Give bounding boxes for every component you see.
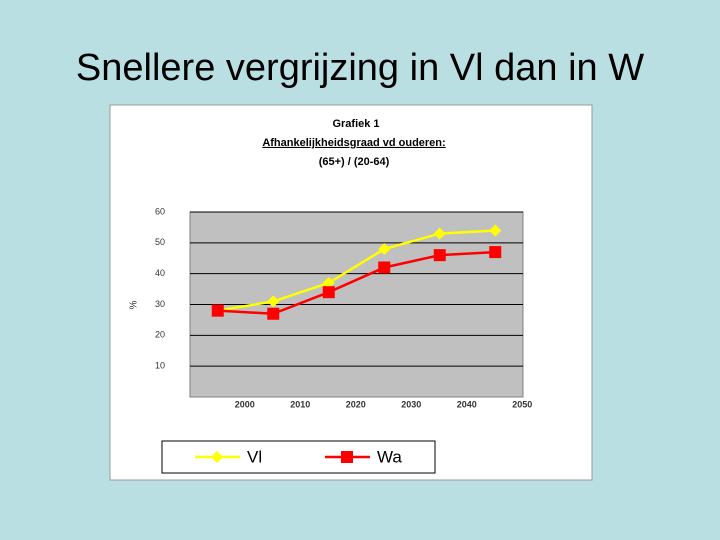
slide-title: Snellere vergrijzing in Vl dan in W — [76, 47, 644, 89]
y-axis-label: % — [129, 300, 140, 309]
series-line — [217, 250, 496, 316]
y-tick-label: 50 — [155, 237, 165, 247]
legend-label: Wa — [377, 447, 402, 466]
data-point — [322, 286, 335, 299]
chart-subtitle: (65+) / (20-64) — [319, 156, 390, 168]
legend-marker — [341, 451, 353, 463]
x-tick-label: 2010 — [290, 399, 310, 409]
data-point — [378, 261, 391, 274]
data-point — [433, 249, 446, 262]
legend-label: Vl — [247, 447, 262, 466]
y-tick-label: 20 — [155, 330, 165, 340]
data-point — [489, 246, 502, 259]
data-point — [322, 276, 335, 289]
data-point — [489, 224, 502, 237]
x-tick-label: 2030 — [401, 399, 421, 409]
x-tick-label: 2040 — [457, 399, 477, 409]
y-tick-label: 40 — [155, 268, 165, 278]
data-point — [267, 307, 280, 320]
x-tick-label: 2000 — [235, 399, 255, 409]
y-tick-label: 10 — [155, 361, 165, 371]
data-point — [211, 304, 224, 317]
y-tick-label: 30 — [155, 299, 165, 309]
y-tick-label: 60 — [155, 206, 165, 216]
chart-title: Grafiek 1 — [332, 118, 379, 130]
series-line — [217, 229, 496, 312]
data-point — [267, 295, 280, 308]
legend-marker — [211, 451, 223, 463]
chart-subtitle: Afhankelijkheidsgraad vd ouderen: — [262, 137, 445, 149]
x-tick-label: 2020 — [346, 399, 366, 409]
x-tick-label: 2050 — [512, 399, 532, 409]
data-point — [433, 227, 446, 240]
data-point — [378, 243, 391, 255]
